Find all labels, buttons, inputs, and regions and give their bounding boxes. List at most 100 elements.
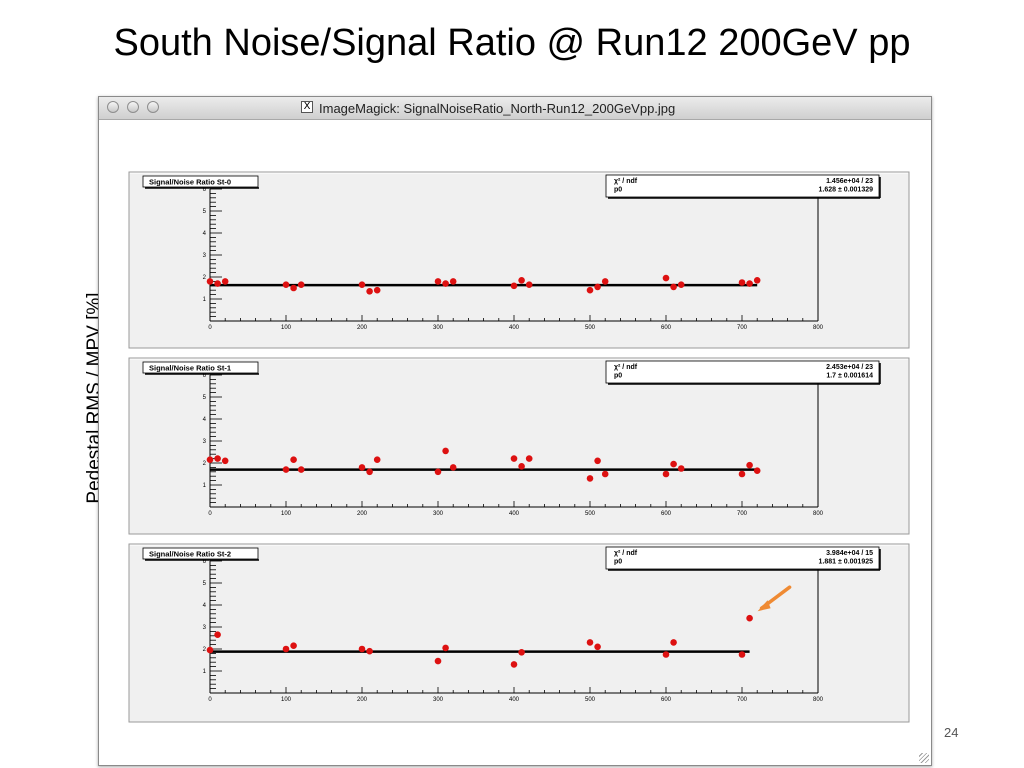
- data-point: [290, 284, 297, 292]
- data-point: [510, 455, 518, 462]
- data-point: [358, 281, 366, 288]
- data-point: [670, 639, 677, 646]
- data-point: [449, 278, 457, 285]
- arrow-head: [757, 600, 771, 612]
- data-point: [518, 277, 525, 284]
- data-point: [670, 283, 677, 291]
- data-point: [297, 466, 305, 473]
- data-point: [586, 475, 594, 482]
- data-point: [586, 639, 594, 646]
- data-point: [753, 277, 761, 284]
- data-point: [373, 456, 381, 464]
- y-tick-label: 4: [203, 231, 207, 237]
- x-tick-label: 200: [357, 697, 368, 703]
- annotation-arrow: [757, 585, 792, 612]
- stat-value: 1.881 ± 0.001925: [819, 559, 874, 566]
- x11-icon: X: [301, 101, 313, 113]
- data-point: [366, 468, 373, 476]
- x-tick-label: 800: [813, 325, 824, 331]
- data-point: [746, 614, 753, 622]
- y-tick-label: 6: [203, 187, 207, 193]
- data-point: [366, 288, 373, 295]
- stat-label: χ² / ndf: [614, 550, 638, 557]
- window-titlebar[interactable]: X ImageMagick: SignalNoiseRatio_North-Ru…: [99, 97, 931, 120]
- panel-title-box: Signal/Noise Ratio St-0: [142, 175, 259, 189]
- x-tick-label: 100: [281, 511, 292, 517]
- x-tick-label: 500: [585, 325, 596, 331]
- data-point: [594, 457, 601, 465]
- zoom-window-button[interactable]: [147, 101, 159, 113]
- data-point: [662, 651, 670, 658]
- title-box-frame: [142, 361, 259, 374]
- x-tick-label: 600: [661, 325, 672, 331]
- stat-value: 1.628 ± 0.001329: [819, 187, 874, 194]
- stats-box-frame: [605, 174, 880, 198]
- x-tick-label: 0: [208, 325, 212, 331]
- slide-title: South Noise/Signal Ratio @ Run12 200GeV …: [113, 22, 911, 64]
- data-point: [449, 464, 457, 471]
- x-tick-label: 200: [357, 511, 368, 517]
- data-point: [373, 286, 381, 294]
- y-tick-label: 6: [203, 373, 207, 379]
- panel-frame: [128, 171, 910, 349]
- y-tick-label: 3: [203, 253, 207, 259]
- data-point: [290, 456, 297, 464]
- stat-value: 2.453e+04 / 23: [826, 364, 873, 371]
- x-tick-label: 800: [813, 511, 824, 517]
- y-tick-label: 5: [203, 395, 207, 401]
- stat-value: 1.456e+04 / 23: [826, 178, 873, 185]
- x-tick-label: 400: [509, 325, 520, 331]
- stat-label: p0: [614, 187, 622, 194]
- stat-label: p0: [614, 559, 622, 566]
- data-point: [738, 651, 746, 658]
- data-point: [738, 470, 746, 478]
- stats-box: χ² / ndf 3.984e+04 / 15 p0 1.881 ± 0.001925: [605, 546, 881, 571]
- data-point: [282, 645, 290, 653]
- x-tick-label: 200: [357, 325, 368, 331]
- data-point: [366, 647, 373, 655]
- data-point: [434, 657, 442, 665]
- data-point: [738, 279, 746, 286]
- data-point: [206, 646, 214, 654]
- data-point: [662, 274, 670, 282]
- resize-grip[interactable]: [919, 753, 929, 763]
- data-point: [290, 642, 297, 649]
- y-tick-label: 3: [203, 439, 207, 445]
- x-tick-label: 300: [433, 697, 444, 703]
- y-tick-label: 5: [203, 581, 207, 587]
- data-point: [297, 281, 305, 288]
- panel-frame: [128, 357, 910, 535]
- stats-box-frame: [605, 546, 880, 570]
- x-tick-label: 300: [433, 511, 444, 517]
- data-point: [753, 467, 761, 475]
- panel-1: 1 2 3 4 5 6 0 100 200 300 400 500 600 700 800 Signal/No…: [128, 357, 910, 535]
- stat-value: 3.984e+04 / 15: [826, 550, 873, 557]
- data-point: [282, 281, 290, 288]
- minimize-window-button[interactable]: [127, 101, 139, 113]
- panel-title-box: Signal/Noise Ratio St-2: [142, 547, 259, 561]
- x-tick-label: 600: [661, 511, 672, 517]
- title-box-frame: [142, 547, 259, 560]
- imagemagick-window: X ImageMagick: SignalNoiseRatio_North-Ru…: [98, 96, 932, 766]
- x-tick-label: 500: [585, 511, 596, 517]
- x-tick-label: 400: [509, 511, 520, 517]
- data-point: [746, 461, 753, 469]
- data-point: [214, 280, 221, 287]
- y-tick-label: 2: [203, 647, 207, 653]
- close-window-button[interactable]: [107, 101, 119, 113]
- data-point: [358, 645, 366, 653]
- data-point: [594, 283, 601, 291]
- data-point: [525, 281, 533, 288]
- data-point: [206, 278, 214, 285]
- y-tick-label: 6: [203, 559, 207, 565]
- data-point: [601, 278, 609, 285]
- x-tick-label: 800: [813, 697, 824, 703]
- x-tick-label: 300: [433, 325, 444, 331]
- data-point: [434, 278, 442, 285]
- data-point: [221, 457, 229, 465]
- stat-label: χ² / ndf: [614, 364, 638, 371]
- data-point: [442, 644, 449, 652]
- stats-box-frame: [605, 360, 880, 384]
- data-point: [518, 649, 525, 656]
